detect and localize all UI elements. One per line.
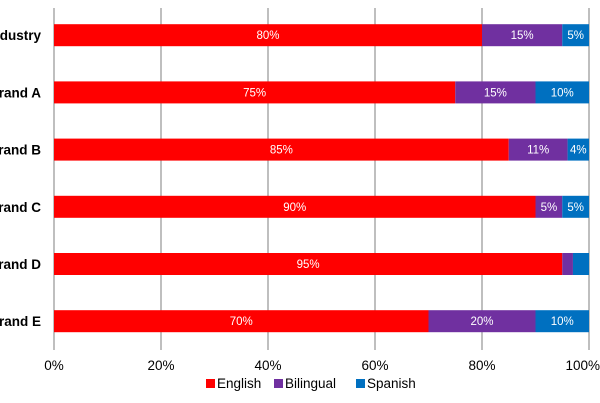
category-label: rand C — [0, 200, 41, 215]
data-label: 70% — [230, 316, 253, 328]
bar-bilingual — [508, 138, 568, 161]
x-tick-label: 20% — [147, 358, 174, 373]
data-label: 20% — [470, 316, 493, 328]
bar-english — [54, 81, 456, 104]
category-label: rand A — [0, 85, 41, 100]
bar-bilingual — [535, 195, 563, 218]
bar-english — [54, 253, 563, 275]
data-label: 75% — [243, 87, 266, 99]
category-label: dustry — [0, 28, 41, 43]
gridlines — [53, 8, 590, 350]
legend-swatch-spanish — [356, 379, 365, 388]
bar-spanish — [535, 310, 589, 333]
category-label: rand E — [0, 314, 41, 329]
data-label: 90% — [283, 202, 306, 214]
bar-spanish — [572, 253, 589, 275]
legend-swatch-bilingual — [274, 379, 283, 388]
x-tick-label: 100% — [565, 358, 600, 373]
x-axis: 0% 20% 40% 60% 80% 100% — [44, 358, 600, 373]
bar-english — [54, 195, 536, 218]
data-label: 5% — [541, 202, 558, 214]
legend-label: English — [217, 376, 261, 391]
data-label: 95% — [297, 259, 320, 271]
bar-bilingual — [562, 253, 573, 275]
data-label: 5% — [567, 30, 584, 42]
bar-spanish — [535, 81, 589, 104]
legend: English Bilingual Spanish — [206, 376, 416, 391]
category-label: rand B — [0, 143, 41, 158]
bar-spanish — [567, 138, 589, 161]
category-label: rand D — [0, 257, 41, 272]
category-labels: dustry rand A rand B rand C rand D rand E — [0, 28, 41, 329]
x-tick-label: 0% — [44, 358, 64, 373]
bar-english — [54, 310, 429, 333]
legend-label: Spanish — [367, 376, 416, 391]
legend-label: Bilingual — [285, 376, 336, 391]
data-label: 10% — [551, 87, 574, 99]
data-label: 11% — [527, 145, 549, 157]
x-tick-label: 60% — [361, 358, 388, 373]
bar-bilingual — [428, 310, 536, 333]
x-tick-label: 40% — [254, 358, 281, 373]
bar-bilingual — [455, 81, 536, 104]
bar-bilingual — [482, 24, 563, 47]
data-label: 80% — [256, 30, 279, 42]
legend-swatch-english — [206, 379, 215, 388]
bars: 80% 15% 5% 75% 15% 10% 85% 11% 4% 90% 5% 5% 95% 70% 20… — [54, 24, 589, 333]
bar-english — [54, 138, 509, 161]
data-label: 5% — [567, 202, 584, 214]
bar-english — [54, 24, 482, 47]
data-label: 15% — [484, 87, 507, 99]
bar-spanish — [562, 195, 589, 218]
x-tick-label: 80% — [468, 358, 495, 373]
data-label: 85% — [270, 145, 293, 157]
data-label: 15% — [511, 30, 534, 42]
data-label: 4% — [570, 145, 587, 157]
data-label: 10% — [551, 316, 574, 328]
bar-spanish — [562, 24, 589, 47]
